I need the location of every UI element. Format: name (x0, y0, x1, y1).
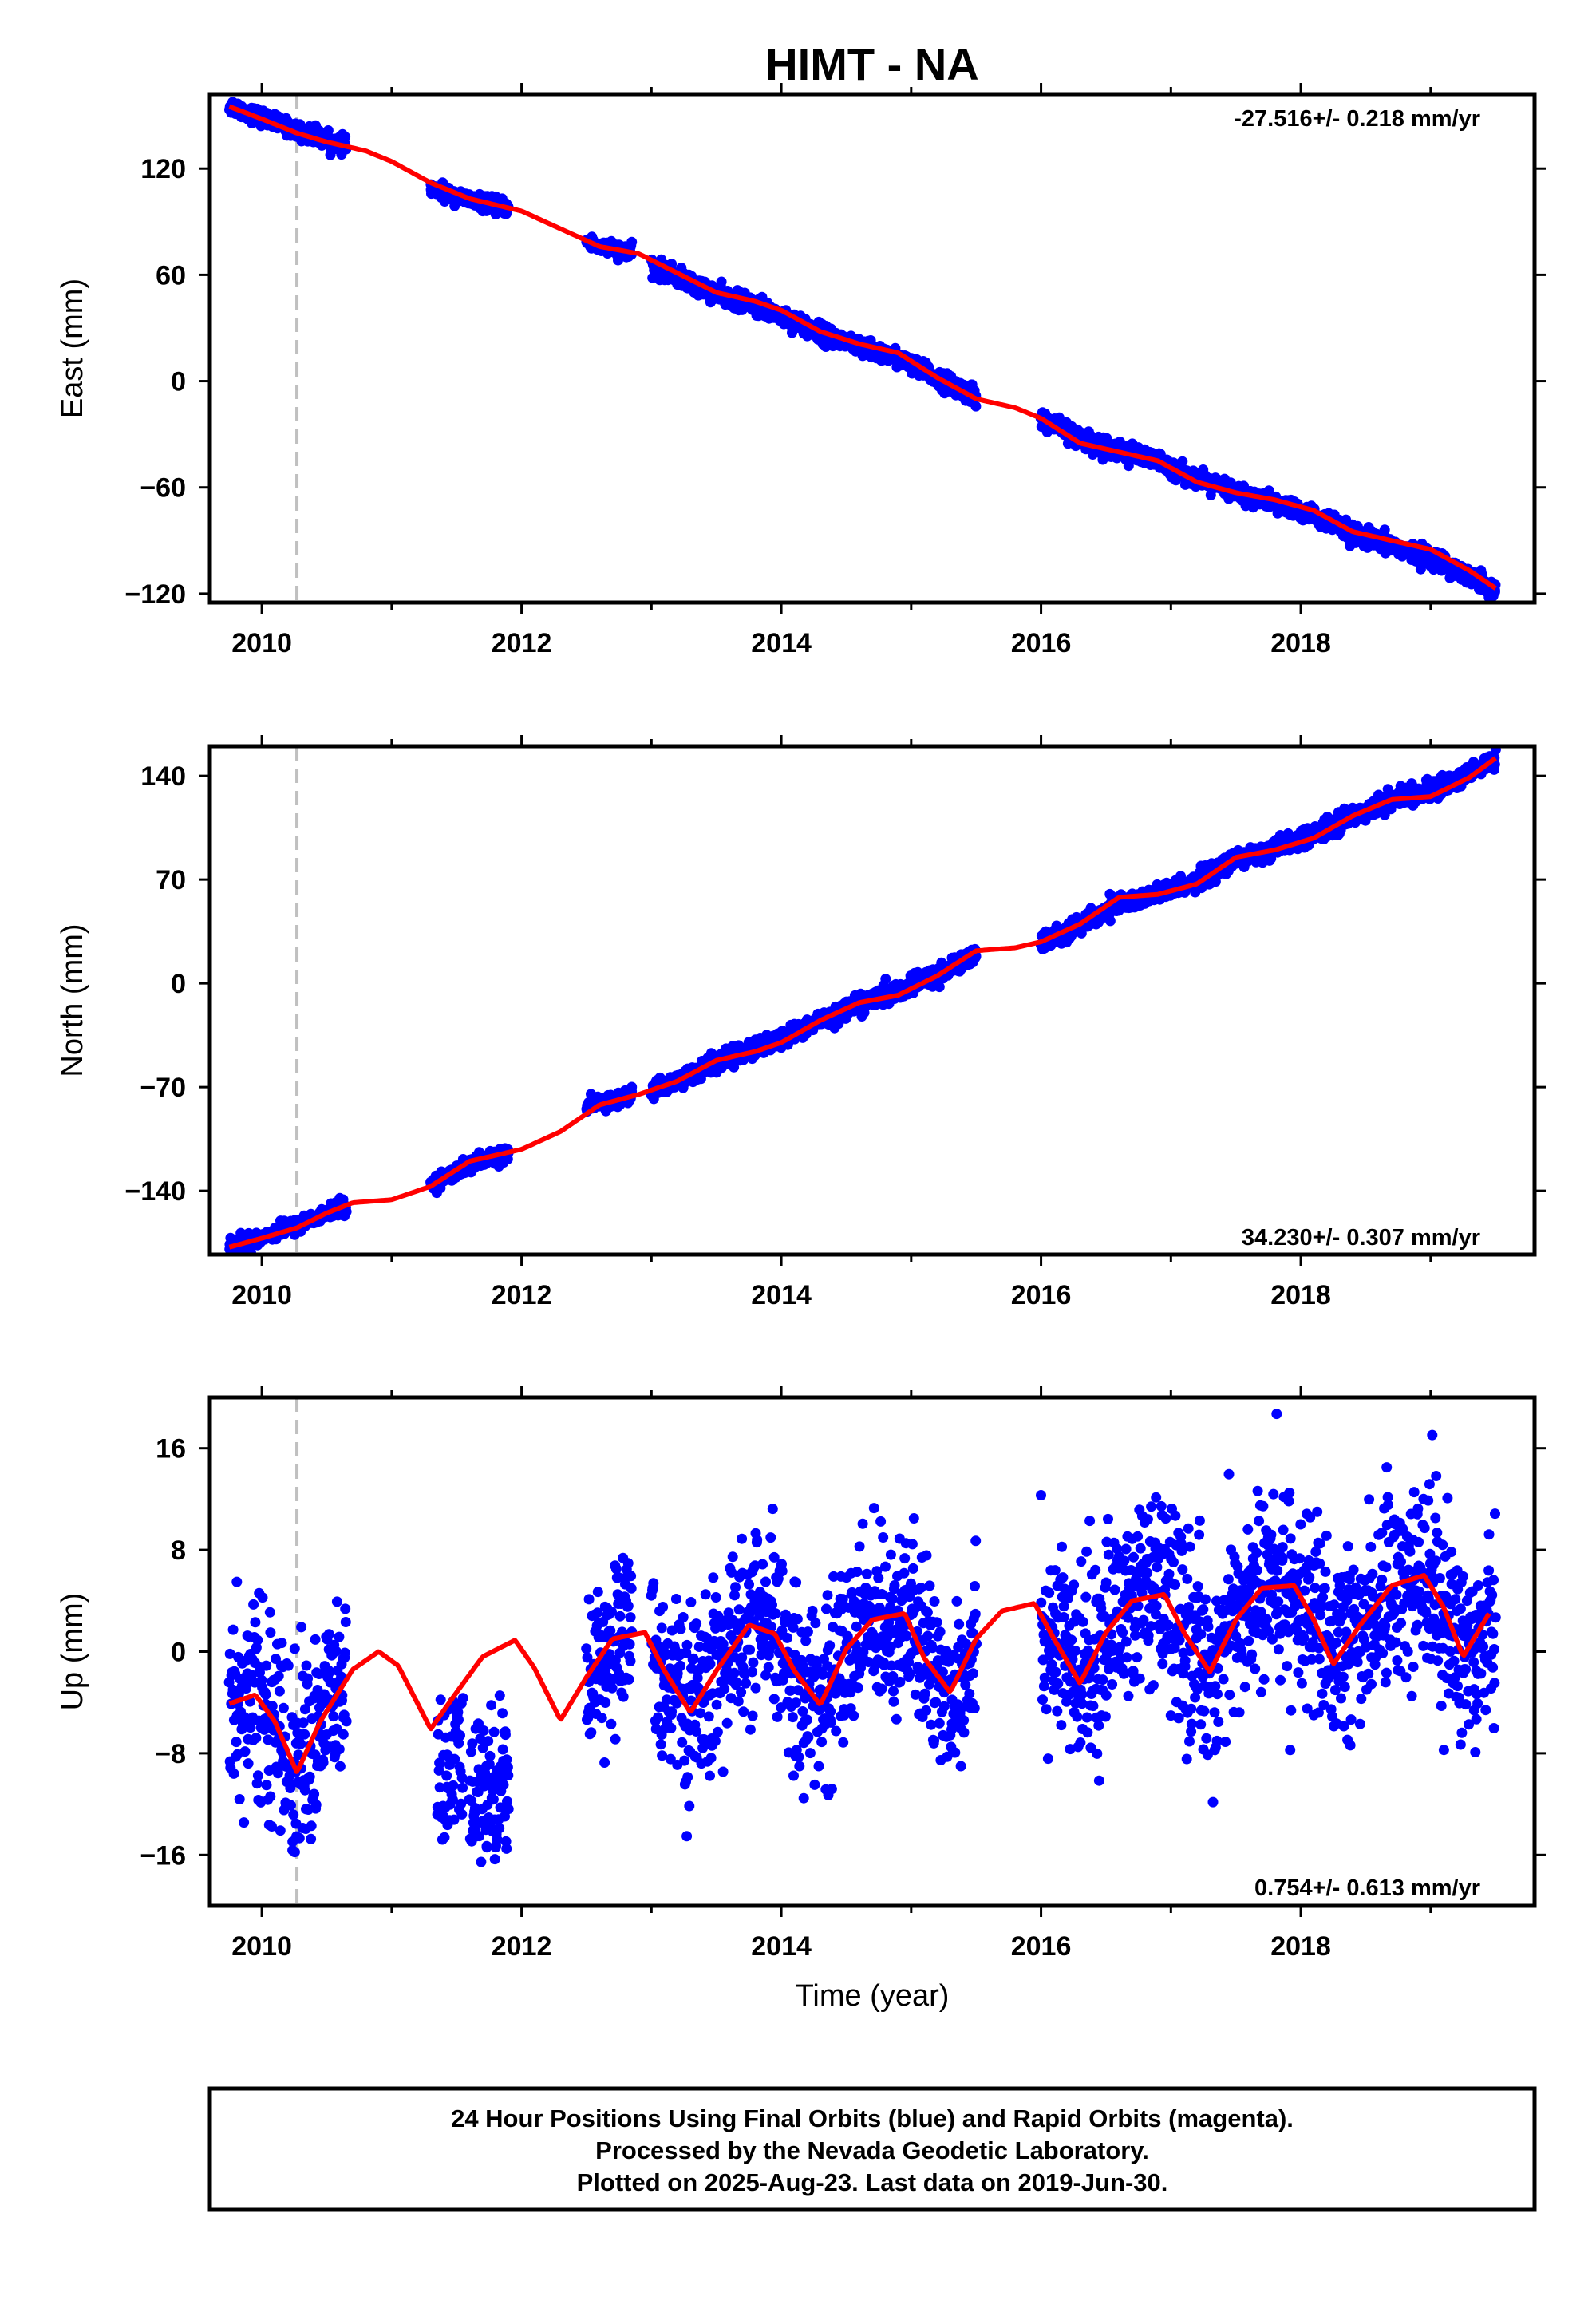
observation-point (261, 1660, 272, 1671)
observation-point (260, 1689, 271, 1700)
observation-point (239, 1746, 251, 1757)
observation-point (301, 1660, 312, 1671)
observation-points (224, 97, 1501, 603)
observation-point (340, 132, 351, 142)
observation-point (626, 1081, 638, 1093)
y-axis-label: North (mm) (56, 923, 89, 1077)
observation-point (1104, 915, 1116, 927)
figure-title: HIMT - NA (765, 39, 979, 89)
observation-point (278, 1702, 289, 1713)
y-tick-label: 70 (156, 865, 186, 895)
x-tick-label: 2018 (1270, 628, 1331, 658)
observation-point (272, 1768, 283, 1779)
x-tick-label: 2012 (492, 1280, 552, 1310)
observation-point (257, 1592, 268, 1603)
observation-point (296, 1622, 307, 1633)
model-fit-curve (228, 104, 1497, 591)
observation-point (288, 1809, 299, 1820)
observation-point (228, 1768, 239, 1779)
observation-point (248, 1599, 259, 1610)
observation-point (251, 1733, 262, 1744)
plot-frame (207, 92, 1537, 605)
observation-point (970, 401, 982, 412)
observation-point (1263, 485, 1274, 496)
observation-point (227, 1624, 239, 1635)
observation-point (250, 1617, 261, 1628)
observation-point (302, 1673, 314, 1684)
observation-points (223, 1409, 1501, 1867)
observation-point (299, 1729, 310, 1740)
observation-point (265, 1791, 276, 1802)
observation-point (252, 1634, 263, 1646)
observation-point (231, 1576, 243, 1587)
x-tick-label: 2014 (751, 628, 812, 658)
east-panel: −120 −60 0 60 120 2010 2012 2014 2016 2018 East (m… (56, 83, 1546, 658)
observation-point (306, 1833, 317, 1844)
observation-point (626, 236, 638, 247)
observation-point (265, 1627, 276, 1638)
observation-point (716, 276, 727, 287)
y-tick-label: −120 (124, 579, 186, 610)
observation-point (261, 1780, 272, 1791)
observation-point (294, 1832, 305, 1844)
observation-point (243, 1758, 254, 1769)
x-tick-label: 2016 (1011, 628, 1072, 658)
y-tick-label: −140 (124, 1176, 186, 1207)
x-tick-label: 2016 (1011, 1280, 1072, 1310)
y-axis-label: East (mm) (56, 279, 89, 418)
velocity-label: -27.516+/- 0.218 mm/yr (1234, 106, 1480, 132)
y-tick-label: 60 (156, 260, 186, 290)
x-tick-label: 2014 (751, 1280, 812, 1310)
observation-point (289, 1847, 300, 1858)
y-tick-label: −70 (140, 1073, 186, 1103)
x-tick-label: 2010 (231, 1280, 292, 1310)
observation-point (275, 1825, 286, 1836)
x-tick-label: 2010 (231, 628, 292, 658)
observation-point (304, 1771, 315, 1782)
y-tick-label: 0 (171, 969, 186, 999)
y-tick-label: 140 (140, 761, 186, 792)
observation-point (289, 1643, 300, 1654)
y-tick-label: −60 (140, 473, 186, 504)
observation-point (295, 1738, 306, 1749)
observation-point (276, 1638, 287, 1649)
observation-point (282, 1660, 294, 1671)
observation-point (306, 1820, 317, 1832)
observation-point (234, 1794, 245, 1804)
observation-point (239, 1817, 250, 1828)
observation-point (299, 1784, 310, 1796)
north-panel: −140 −70 0 70 140 2010 2012 2014 2016 2018 North (… (56, 735, 1546, 1310)
observation-point (286, 1800, 296, 1811)
observation-point (1177, 456, 1188, 467)
observation-point (231, 1737, 242, 1748)
observation-point (273, 1670, 284, 1682)
observation-point (341, 1206, 352, 1217)
x-tick-label: 2018 (1270, 1280, 1331, 1310)
observation-point (264, 1607, 275, 1618)
observation-point (252, 1770, 263, 1781)
y-tick-label: 120 (140, 154, 186, 184)
x-tick-label: 2012 (492, 628, 552, 658)
observation-point (274, 1686, 285, 1697)
velocity-label: 34.230+/- 0.307 mm/yr (1242, 1225, 1480, 1251)
y-tick-label: 0 (171, 367, 186, 397)
